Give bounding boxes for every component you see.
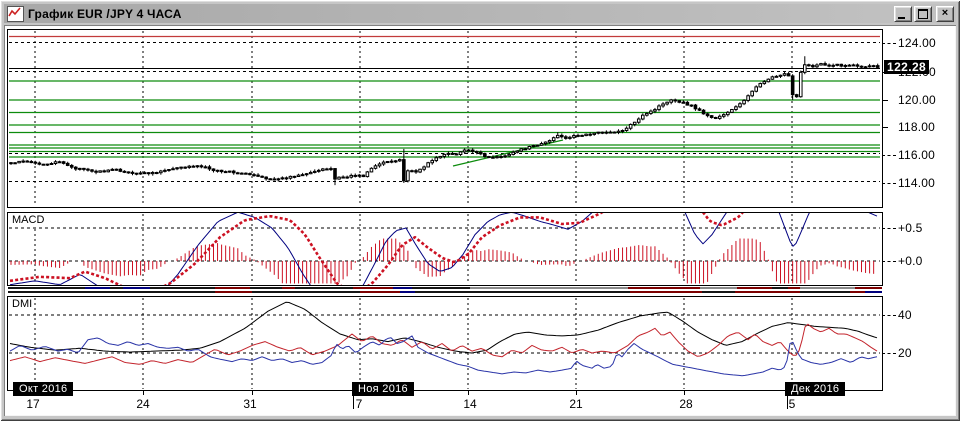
trend-ribbon-row2-segment (865, 291, 882, 293)
week-label-14: 14 (463, 397, 477, 411)
axis-tick (882, 155, 896, 156)
maximize-icon (918, 8, 928, 19)
trend-ribbon-row1-segment (85, 287, 110, 289)
trend-ribbon-row1-segment (412, 287, 470, 289)
trend-ribbon-row1-segment (800, 287, 855, 289)
month-badge-Окт: Окт 2016 (13, 382, 74, 396)
price-label-118.00: 118.00 (898, 120, 936, 134)
trend-ribbon-row2-segment (8, 291, 215, 293)
axis-tick (882, 261, 896, 262)
week-label-5: 5 (788, 397, 796, 411)
trend-ribbon-row1-segment (353, 287, 393, 289)
macd-scale-+0.5: +0.5 (898, 221, 923, 235)
trend-ribbon-row1-segment (470, 287, 628, 289)
trend-ribbon-row2-segment (702, 291, 735, 293)
current-price-badge: 122.28 (884, 60, 930, 74)
trend-ribbon-row1-segment (393, 287, 412, 289)
axis-tick (882, 127, 888, 128)
week-label-24: 24 (136, 397, 150, 411)
price-label-124.00: 124.00 (898, 36, 936, 50)
trend-ribbon-row2-segment (400, 291, 415, 293)
trend-ribbon-row2-segment (800, 291, 850, 293)
month-boundary-line (353, 388, 354, 409)
trend-ribbon-row2-segment (735, 291, 800, 293)
axis-tick (882, 43, 896, 44)
chart-icon-art (8, 6, 21, 16)
trend-ribbon-row2-segment (360, 291, 400, 293)
trend-ribbon-row1-segment (282, 287, 295, 289)
trend-ribbon-row1-segment (110, 287, 123, 289)
close-icon: × (941, 7, 949, 19)
week-tick (576, 390, 577, 395)
trend-ribbon-row1-segment (788, 287, 800, 289)
macd-label: MACD (11, 214, 46, 226)
month-boundary-line (787, 388, 788, 409)
week-label-7: 7 (355, 397, 363, 411)
trend-ribbon-row1-segment (215, 287, 250, 289)
trend-ribbon-row1-segment (772, 287, 788, 289)
trend-ribbon-row1-segment (250, 287, 282, 289)
macd-scale-+0.0: +0.0 (898, 254, 923, 268)
trend-ribbon-row2-segment (630, 291, 702, 293)
week-label-21: 21 (569, 397, 583, 411)
trend-ribbon-row2-segment (252, 291, 360, 293)
dmi-chart-svg[interactable] (0, 297, 960, 390)
trend-ribbon-row2-segment (215, 291, 252, 293)
minimize-icon (898, 16, 905, 19)
price-chart-panel[interactable] (7, 29, 883, 208)
price-label-120.00: 120.00 (898, 93, 936, 107)
trend-ribbon-row2-segment (415, 291, 630, 293)
price-chart-svg[interactable] (0, 30, 960, 207)
axis-tick (882, 228, 896, 229)
dmi-label: DMI (11, 298, 34, 310)
week-tick (468, 390, 469, 395)
week-tick (143, 390, 144, 395)
trend-ribbon-row1-segment (737, 287, 772, 289)
trend-ribbon-row1-segment (295, 287, 353, 289)
macd-panel[interactable]: MACD (7, 212, 883, 286)
price-label-116.00: 116.00 (898, 148, 936, 162)
trend-ribbon-row1-segment (150, 287, 215, 289)
trend-ribbon-row2-segment (850, 291, 865, 293)
window-title: График EUR /JPY 4 ЧАСА (28, 6, 182, 21)
axis-tick (882, 353, 896, 354)
macd-chart-svg[interactable] (0, 213, 960, 285)
week-label-17: 17 (26, 397, 40, 411)
trend-ribbon-row1-segment (123, 287, 150, 289)
dmi-scale-20: 20 (898, 346, 912, 360)
axis-tick (882, 183, 896, 184)
minimize-button[interactable] (894, 5, 912, 22)
axis-tick (882, 100, 888, 101)
trend-ribbon-row1-segment (855, 287, 882, 289)
window-controls: × (894, 5, 954, 22)
month-badge-Дек: Дек 2016 (785, 382, 846, 396)
trend-ribbon-row1-segment (700, 287, 737, 289)
week-label-31: 31 (243, 397, 257, 411)
week-tick (252, 390, 253, 395)
chart-icon[interactable] (7, 5, 24, 22)
close-button[interactable]: × (936, 5, 954, 22)
dmi-scale-40: 40 (898, 308, 912, 322)
title-bar[interactable]: График EUR /JPY 4 ЧАСА × (4, 4, 956, 23)
month-badge-Ноя: Ноя 2016 (352, 382, 414, 396)
trend-ribbon-row1-segment (8, 287, 85, 289)
trend-ribbon-row1-segment (628, 287, 700, 289)
week-tick (684, 390, 685, 395)
maximize-button[interactable] (914, 5, 932, 22)
week-label-28: 28 (679, 397, 693, 411)
axis-tick (882, 315, 896, 316)
price-label-114.00: 114.00 (898, 176, 936, 190)
